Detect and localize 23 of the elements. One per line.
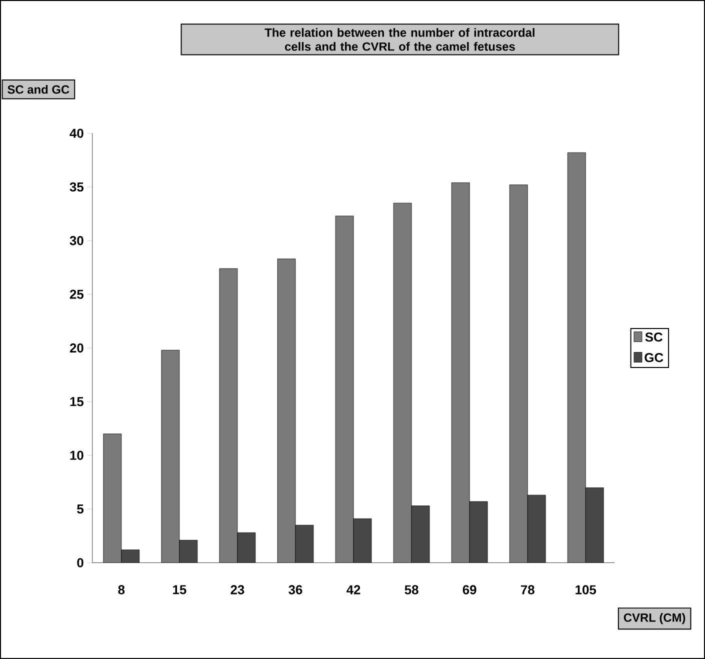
y-tick-label: 20	[70, 343, 84, 353]
x-tick-label: 105	[576, 585, 596, 594]
y-tick-label: 0	[77, 558, 84, 568]
x-axis-title: CVRL (CM)	[624, 613, 686, 624]
y-axis-title: SC and GC	[8, 84, 70, 94]
y-tick-label: 5	[77, 504, 84, 514]
x-tick-label: 36	[288, 585, 302, 594]
chart-title: The relation between the number of intracordal cells and the CVRL of the camel fetuses	[264, 28, 534, 51]
legend-label: GC	[644, 352, 664, 362]
x-tick-label: 8	[118, 585, 125, 594]
x-tick-label: 42	[346, 585, 360, 594]
y-tick-label: 15	[70, 397, 84, 406]
y-tick-label: 30	[70, 236, 84, 246]
y-tick-label: 10	[70, 450, 84, 460]
x-tick-label: 23	[230, 585, 244, 594]
x-tick-label: 78	[520, 585, 534, 594]
y-tick-label: 40	[70, 128, 84, 138]
x-tick-label: 15	[173, 585, 186, 594]
legend-label: SC	[645, 332, 662, 342]
x-tick-label: 69	[462, 585, 476, 594]
y-tick-label: 35	[70, 182, 84, 192]
x-tick-label: 58	[404, 585, 418, 594]
y-tick-label: 25	[70, 290, 84, 299]
